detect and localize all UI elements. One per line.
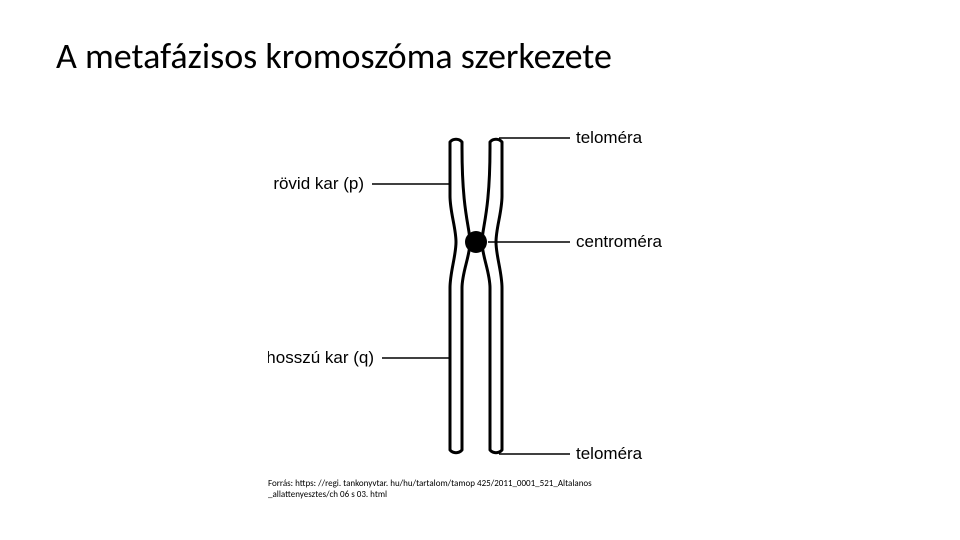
label-short_arm: rövid kar (p) — [273, 174, 364, 193]
label-centromere: centroméra — [576, 232, 663, 251]
source-line-1: Forrás: https: //regi. tankonyvtar. hu/h… — [268, 478, 592, 489]
label-telomere_bot: teloméra — [576, 444, 643, 463]
source-citation: Forrás: https: //regi. tankonyvtar. hu/h… — [268, 478, 638, 501]
page-title: A metafázisos kromoszóma szerkezete — [56, 34, 612, 78]
diagram-svg: teloméra rövid kar (p) centroméra hosszú ka… — [268, 116, 708, 476]
source-line-2: _allattenyesztes/ch 06 s 03. html — [268, 489, 387, 500]
label-long_arm: hosszú kar (q) — [268, 348, 374, 367]
label-telomere_top: teloméra — [576, 128, 643, 147]
chromosome-diagram: teloméra rövid kar (p) centroméra hosszú ka… — [268, 116, 708, 476]
